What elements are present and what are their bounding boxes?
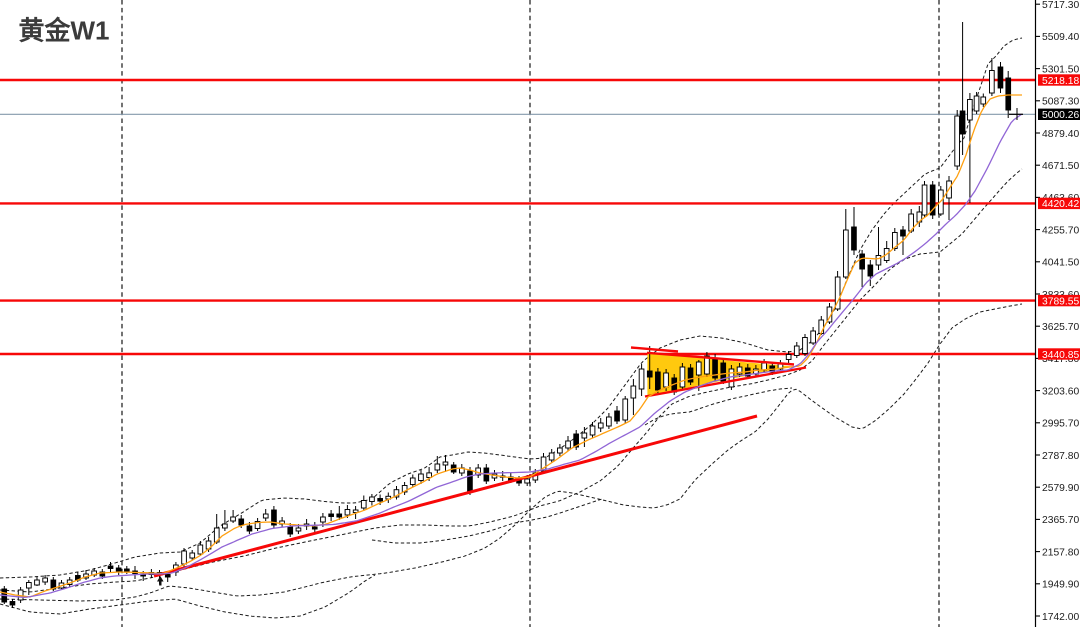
svg-text:5717.30: 5717.30 xyxy=(1042,0,1079,11)
svg-text:2787.80: 2787.80 xyxy=(1042,451,1079,462)
svg-text:4041.50: 4041.50 xyxy=(1042,258,1079,269)
svg-text:5087.30: 5087.30 xyxy=(1042,97,1079,108)
svg-text:1742.00: 1742.00 xyxy=(1042,612,1079,623)
svg-text:2157.80: 2157.80 xyxy=(1042,547,1079,558)
svg-text:4671.50: 4671.50 xyxy=(1042,161,1079,172)
svg-text:3417.80: 3417.80 xyxy=(1042,354,1079,365)
svg-text:5218.18: 5218.18 xyxy=(1042,76,1079,87)
svg-text:4255.70: 4255.70 xyxy=(1042,225,1079,236)
svg-text:2365.70: 2365.70 xyxy=(1042,515,1079,526)
svg-text:2995.70: 2995.70 xyxy=(1042,419,1079,430)
svg-text:黄金W1: 黄金W1 xyxy=(19,15,110,45)
svg-text:5509.40: 5509.40 xyxy=(1042,32,1079,43)
svg-text:3789.55: 3789.55 xyxy=(1042,296,1079,307)
svg-text:5000.26: 5000.26 xyxy=(1042,110,1079,121)
svg-text:5301.50: 5301.50 xyxy=(1042,64,1079,75)
svg-text:4879.40: 4879.40 xyxy=(1042,129,1079,140)
svg-text:1949.90: 1949.90 xyxy=(1042,580,1079,591)
svg-text:4420.42: 4420.42 xyxy=(1042,199,1079,210)
svg-text:2579.90: 2579.90 xyxy=(1042,483,1079,494)
svg-text:3440.85: 3440.85 xyxy=(1042,350,1079,361)
svg-text:3625.70: 3625.70 xyxy=(1042,322,1079,333)
svg-text:3203.60: 3203.60 xyxy=(1042,386,1079,397)
